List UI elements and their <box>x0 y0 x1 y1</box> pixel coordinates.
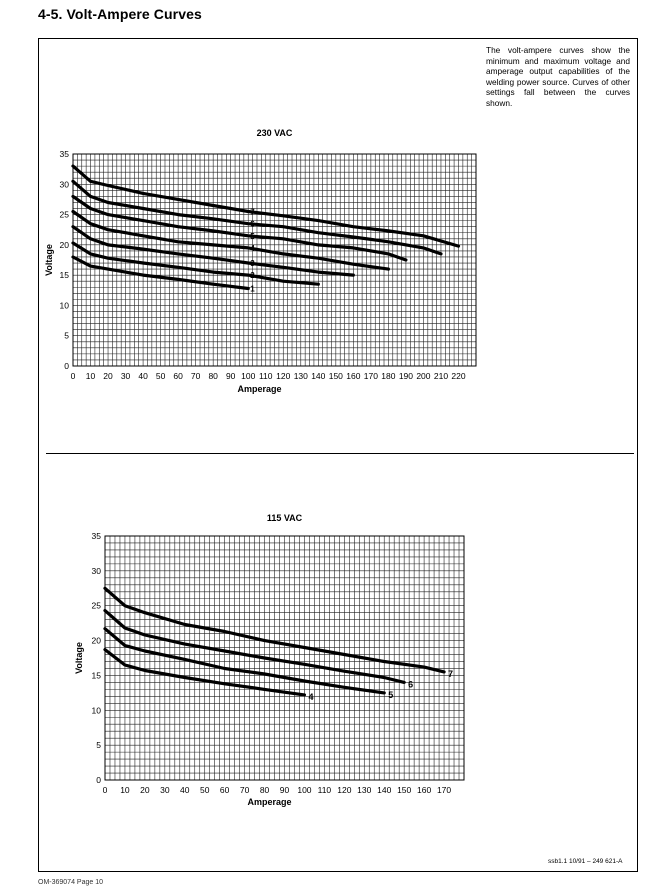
series-line-5 <box>103 627 386 695</box>
y-tick-label: 10 <box>92 705 102 715</box>
x-tick-label: 210 <box>434 371 448 381</box>
x-tick-label: 90 <box>280 785 290 795</box>
y-tick-label: 10 <box>60 300 70 310</box>
y-tick-label: 0 <box>96 775 101 785</box>
x-tick-label: 0 <box>103 785 108 795</box>
y-tick-label: 35 <box>60 149 70 159</box>
series-line-5 <box>71 194 408 262</box>
series-line-4 <box>71 209 390 271</box>
x-axis-label: Amperage <box>247 797 291 807</box>
y-tick-label: 30 <box>60 179 70 189</box>
y-tick-label: 25 <box>60 210 70 220</box>
y-tick-label: 20 <box>60 240 70 250</box>
x-tick-label: 160 <box>346 371 360 381</box>
y-tick-label: 5 <box>96 740 101 750</box>
x-tick-label: 60 <box>220 785 230 795</box>
x-tick-label: 20 <box>103 371 113 381</box>
figure-code: ssb1.1 10/91 – 249 621-A <box>548 858 623 865</box>
series-label-1: 1 <box>250 284 255 293</box>
x-tick-label: 10 <box>120 785 130 795</box>
y-tick-label: 25 <box>92 601 102 611</box>
series-label-5: 5 <box>388 690 393 700</box>
x-tick-label: 170 <box>437 785 451 795</box>
series-line-6 <box>71 179 443 256</box>
x-tick-label: 20 <box>140 785 150 795</box>
chart-title: 115 VAC <box>267 513 303 523</box>
series-label-4: 4 <box>250 244 255 253</box>
series-line-6 <box>103 608 406 685</box>
x-tick-label: 130 <box>294 371 308 381</box>
plot-border <box>104 535 465 781</box>
x-tick-label: 140 <box>377 785 391 795</box>
series-label-4: 4 <box>308 692 313 702</box>
x-tick-label: 160 <box>417 785 431 795</box>
x-axis-label: Amperage <box>237 384 281 394</box>
figure-frame <box>38 38 638 872</box>
y-tick-label: 30 <box>92 566 102 576</box>
x-tick-label: 190 <box>399 371 413 381</box>
series-label-7: 7 <box>448 669 453 679</box>
y-tick-label: 15 <box>60 270 70 280</box>
x-tick-label: 10 <box>86 371 96 381</box>
x-tick-label: 80 <box>260 785 270 795</box>
x-tick-label: 50 <box>200 785 210 795</box>
x-tick-label: 90 <box>226 371 236 381</box>
y-axis-label: Voltage <box>74 642 84 674</box>
page-footer: OM-369074 Page 10 <box>38 879 103 886</box>
divider-line <box>46 453 634 454</box>
x-tick-label: 200 <box>416 371 430 381</box>
description-text: The volt-ampere curves show the minimum … <box>486 45 630 108</box>
x-tick-label: 120 <box>337 785 351 795</box>
x-tick-label: 150 <box>329 371 343 381</box>
series-line-4 <box>103 647 306 697</box>
series-line-7 <box>103 586 446 674</box>
series-label-7: 7 <box>250 208 255 217</box>
x-tick-label: 70 <box>240 785 250 795</box>
x-tick-label: 40 <box>138 371 148 381</box>
y-tick-label: 0 <box>64 361 69 371</box>
series-label-6: 6 <box>408 679 413 689</box>
series-line-7 <box>71 164 461 248</box>
x-tick-label: 220 <box>451 371 465 381</box>
x-tick-label: 50 <box>156 371 166 381</box>
series-label-5: 5 <box>250 232 255 241</box>
x-tick-label: 100 <box>241 371 255 381</box>
x-tick-label: 40 <box>180 785 190 795</box>
plot-border <box>72 153 477 367</box>
series-line-3 <box>71 225 355 277</box>
section-title: 4-5. Volt-Ampere Curves <box>38 6 202 22</box>
chart-title: 230 VAC <box>257 128 293 138</box>
x-tick-label: 30 <box>121 371 131 381</box>
y-tick-label: 5 <box>64 331 69 341</box>
series-label-6: 6 <box>250 220 255 229</box>
x-tick-label: 120 <box>276 371 290 381</box>
y-tick-label: 35 <box>92 531 102 541</box>
x-tick-label: 180 <box>381 371 395 381</box>
x-tick-label: 60 <box>173 371 183 381</box>
x-tick-label: 80 <box>208 371 218 381</box>
series-label-2: 2 <box>250 271 255 280</box>
x-tick-label: 150 <box>397 785 411 795</box>
y-axis-label: Voltage <box>44 244 54 276</box>
x-tick-label: 110 <box>318 785 332 795</box>
x-tick-label: 130 <box>357 785 371 795</box>
grid <box>104 535 465 781</box>
series-label-3: 3 <box>250 259 255 268</box>
x-tick-label: 30 <box>160 785 170 795</box>
x-tick-label: 0 <box>71 371 76 381</box>
y-tick-label: 15 <box>92 670 102 680</box>
series-line-2 <box>71 241 320 286</box>
x-tick-label: 100 <box>297 785 311 795</box>
x-tick-label: 110 <box>259 371 273 381</box>
series-line-1 <box>71 255 250 291</box>
x-tick-label: 140 <box>311 371 325 381</box>
y-tick-label: 20 <box>92 636 102 646</box>
x-tick-label: 170 <box>364 371 378 381</box>
x-tick-label: 70 <box>191 371 201 381</box>
